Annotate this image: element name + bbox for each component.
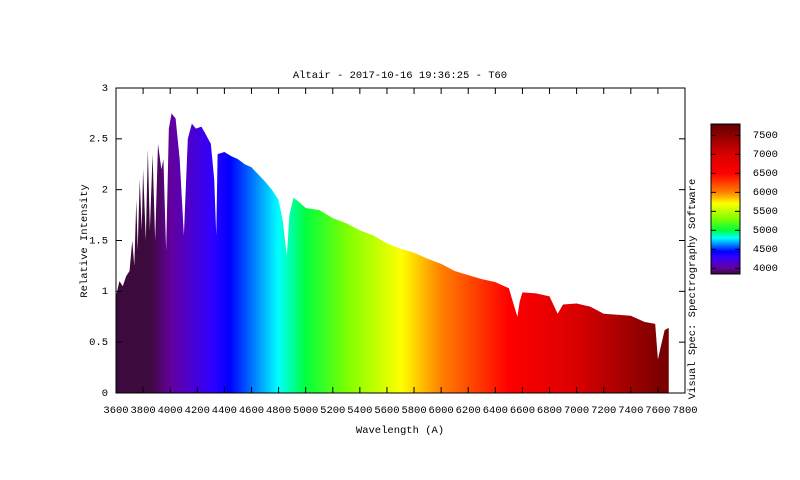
y-tick-label: 0.5 (89, 337, 108, 349)
x-tick-label: 5400 (347, 405, 372, 417)
y-tick-label: 1.5 (89, 235, 108, 247)
x-tick-label: 7200 (591, 405, 616, 417)
x-tick-label: 4200 (185, 405, 210, 417)
x-tick-label: 7400 (618, 405, 643, 417)
colorbar-tick-label: 7500 (753, 130, 778, 142)
y-tick-label: 1 (102, 286, 108, 298)
x-tick-label: 7000 (564, 405, 589, 417)
colorbar-tick-label: 4500 (753, 244, 778, 256)
x-axis-label: Wavelength (A) (356, 425, 444, 437)
y-axis-label: Relative Intensity (79, 184, 91, 297)
x-tick-label: 6600 (510, 405, 535, 417)
x-tick-label: 6000 (429, 405, 454, 417)
x-tick-label: 5600 (374, 405, 399, 417)
x-tick-label: 3600 (103, 405, 128, 417)
colorbar-tick-label: 7000 (753, 149, 778, 161)
colorbar-tick-label: 5000 (753, 225, 778, 237)
x-tick-label: 7600 (645, 405, 670, 417)
x-tick-label: 5200 (320, 405, 345, 417)
x-tick-label: 4400 (212, 405, 237, 417)
x-tick-label: 3800 (130, 405, 155, 417)
chart-title: Altair - 2017-10-16 19:36:25 - T60 (293, 70, 507, 82)
colorbar (710, 123, 741, 275)
y-tick-label: 2 (102, 184, 108, 196)
x-tick-label: 6400 (483, 405, 508, 417)
y-tick-label: 3 (102, 83, 108, 95)
y-tick-label: 2.5 (89, 134, 108, 146)
spectrum-area (116, 113, 669, 394)
x-tick-label: 7800 (672, 405, 697, 417)
x-tick-label: 6200 (456, 405, 481, 417)
x-tick-label: 4800 (266, 405, 291, 417)
colorbar-tick-label: 5500 (753, 206, 778, 218)
colorbar-tick-label: 6500 (753, 168, 778, 180)
x-tick-label: 6800 (537, 405, 562, 417)
side-label: Visual Spec: Spectrography Software (687, 179, 699, 400)
y-tick-label: 0 (102, 388, 108, 400)
x-tick-label: 5800 (401, 405, 426, 417)
x-tick-label: 4600 (239, 405, 264, 417)
x-tick-label: 5000 (293, 405, 318, 417)
x-tick-label: 4000 (158, 405, 183, 417)
colorbar-tick-label: 6000 (753, 187, 778, 199)
colorbar-tick-label: 4000 (753, 263, 778, 275)
